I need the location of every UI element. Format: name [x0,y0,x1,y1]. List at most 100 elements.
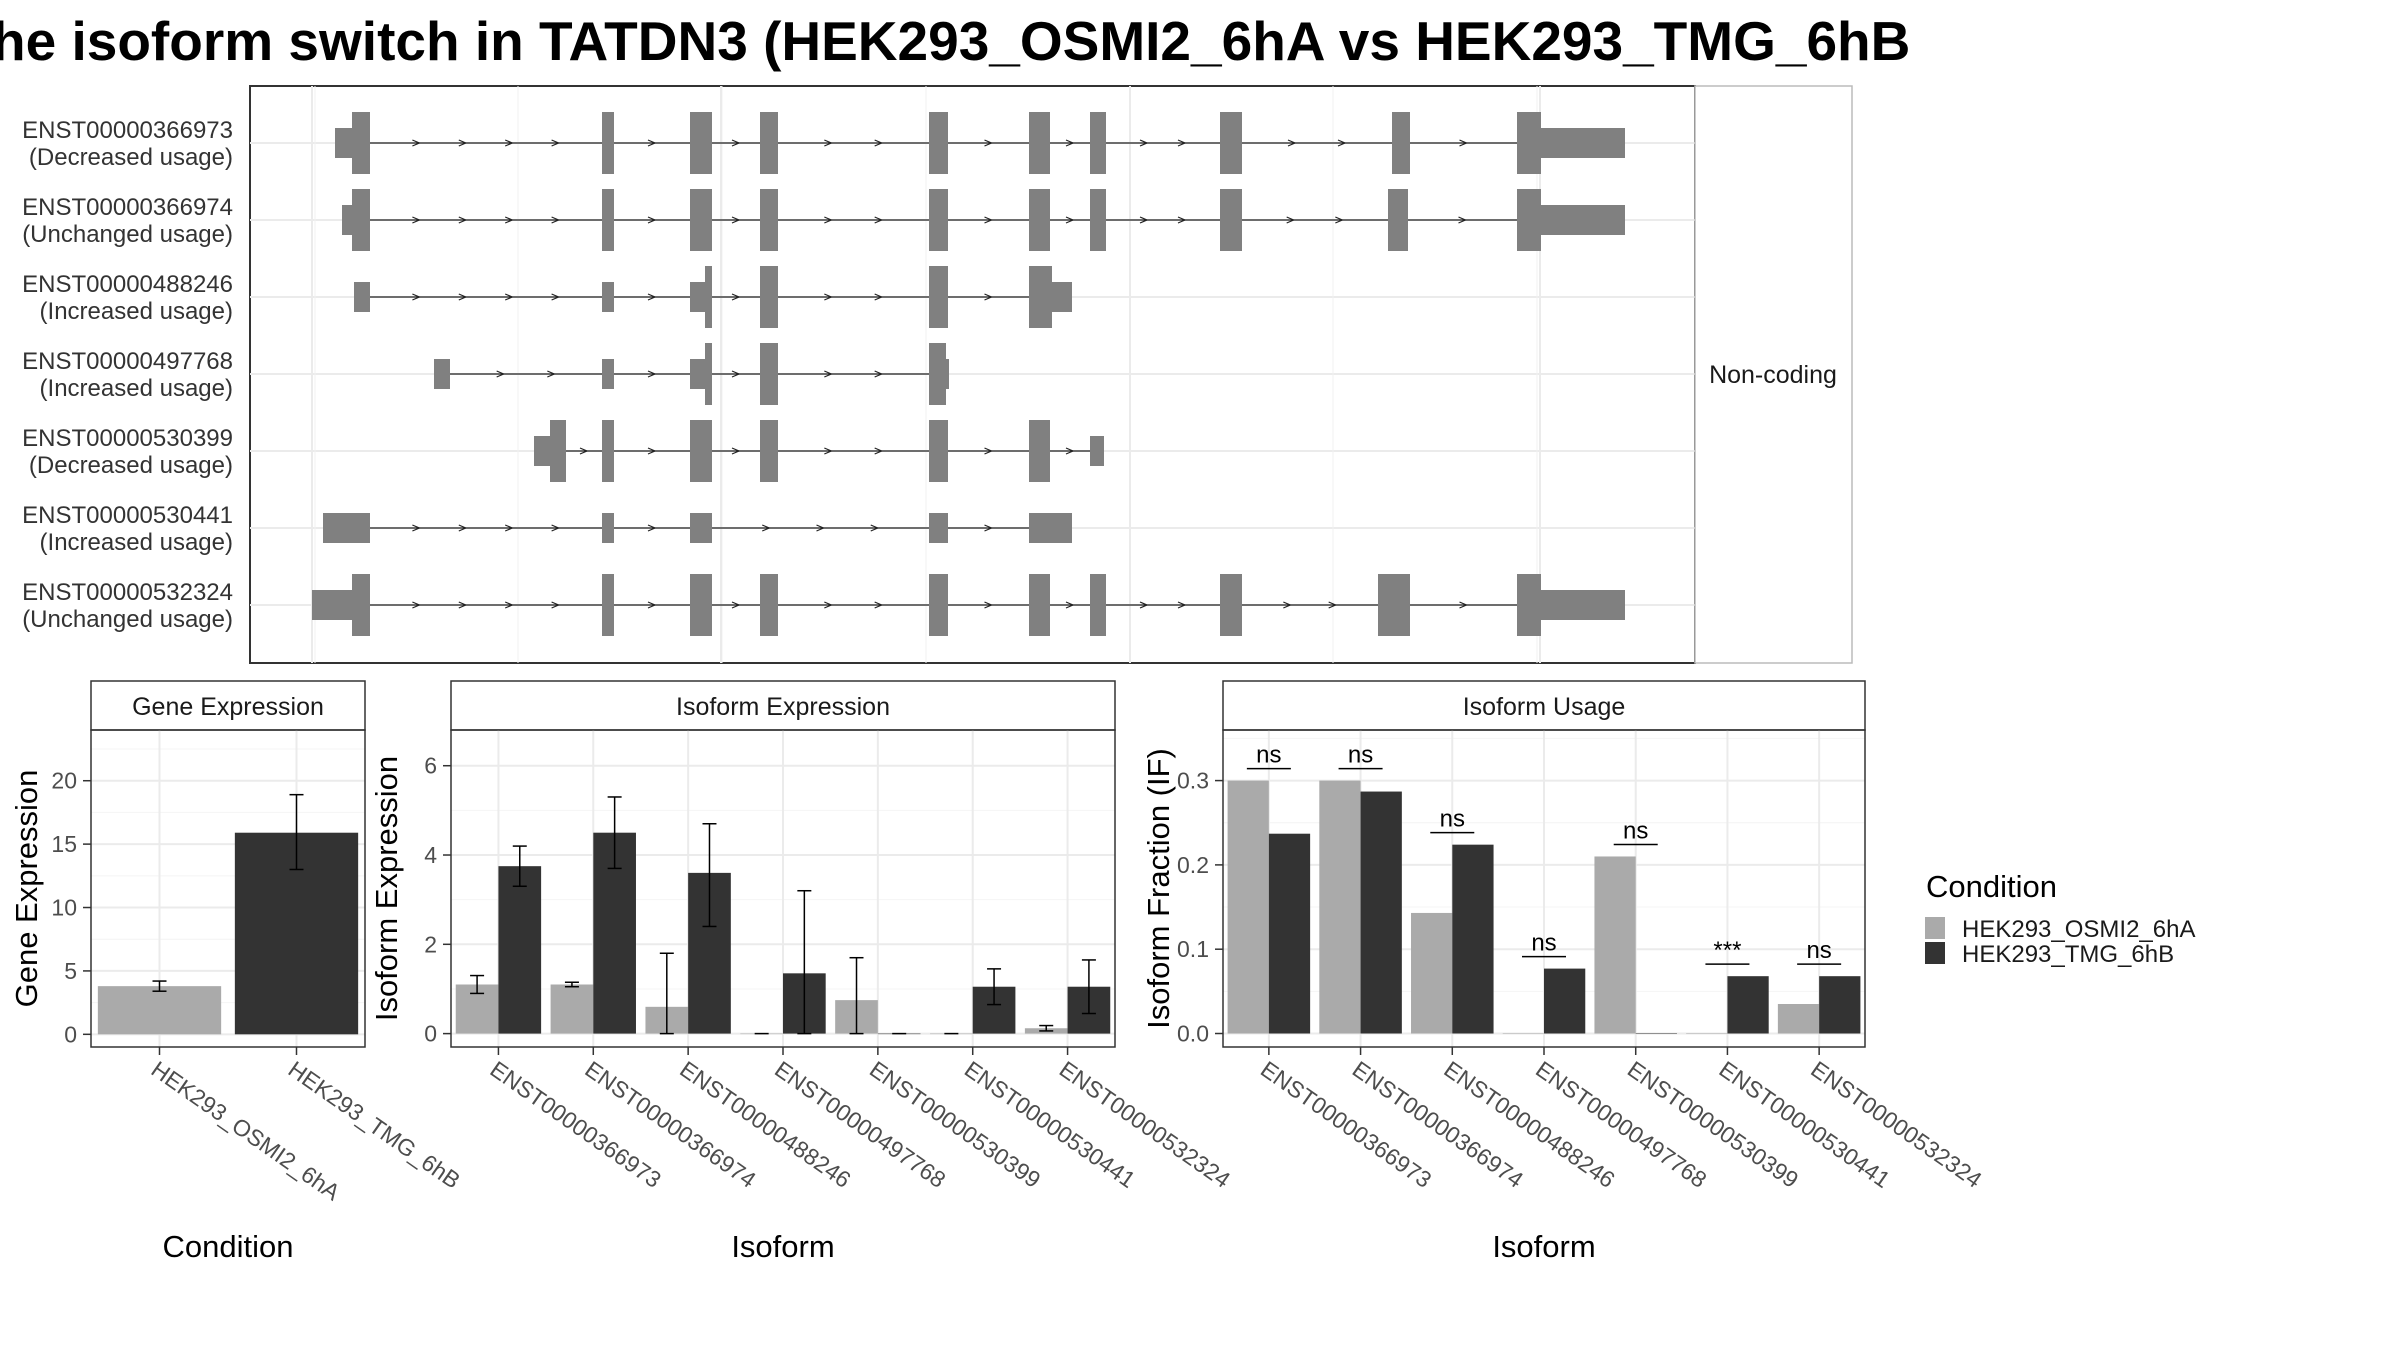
exon-coding [705,343,712,405]
intron-arrow [647,370,657,378]
x-tick-label: ENST00000530441 [960,1056,1140,1193]
y-axis-title: Gene Expression [9,770,44,1008]
transcript-labels: ENST00000366973(Decreased usage)ENST0000… [22,117,233,633]
exon-coding [602,574,614,636]
x-tick-label: ENST00000366974 [1348,1056,1529,1193]
x-tick-label: ENST00000532324 [1806,1056,1987,1193]
intron-arrow [816,524,826,532]
intron-arrow [1065,601,1075,609]
x-tick-label: ENST00000532324 [1055,1056,1236,1193]
transcript-ENST00000366974 [342,189,1625,251]
transcript-ENST00000497768 [434,343,949,405]
bar-ENST00000488246-condition-a [1411,912,1453,1034]
bar-ENST00000497768-condition-b [1544,968,1586,1034]
intron-arrow [458,139,468,147]
exon-utr [335,128,352,158]
intron-arrow [874,139,884,147]
transcript-usage-label: (Unchanged usage) [22,606,233,633]
strip-label-non-coding: Non-coding [1709,361,1837,389]
intron-arrow [824,216,833,224]
bar-ENST00000366973-condition-a [1227,780,1269,1034]
exon-coding [1517,112,1541,174]
exon-coding [929,343,946,405]
intron-arrow [731,370,741,378]
exon-utr [690,359,705,389]
intron-arrow [647,601,657,609]
intron-arrow [1335,216,1344,224]
exon-coding [1517,574,1541,636]
exon-coding [929,574,948,636]
exon-utr [354,282,370,312]
y-tick-label: 0.1 [1177,936,1209,962]
x-tick-label: ENST00000488246 [675,1056,855,1193]
x-tick-label: ENST00000497768 [1531,1056,1711,1193]
intron-arrow [496,370,506,378]
exon-utr [602,359,614,389]
bar-ENST00000366973-condition-b [1268,833,1311,1034]
intron-arrow [762,524,771,532]
exon-coding [690,189,712,251]
bar-ENST00000497768-condition-a [1502,1033,1544,1035]
exon-utr [312,590,352,620]
transcript-usage-label: (Increased usage) [40,529,233,556]
exon-utr [1090,436,1104,466]
y-tick-label: 4 [424,842,437,868]
y-tick-label: 0.3 [1177,768,1209,794]
intron-arrow [504,601,514,609]
exon-utr [946,359,949,389]
exon-coding [1220,574,1242,636]
exon-utr [1541,590,1625,620]
exon-utr [929,513,948,543]
legend-label-condition-a: HEK293_OSMI2_6hA [1962,916,2195,943]
intron-arrow [984,447,994,455]
panel-strip-title: Isoform Expression [676,693,890,721]
intron-arrow [874,293,884,301]
intron-arrow [458,601,468,609]
intron-arrow [824,370,833,378]
intron-arrow [824,139,833,147]
exon-coding [1090,189,1106,251]
legend-swatch-condition-a [1925,917,1945,939]
intron-arrow [731,216,741,224]
exon-coding [352,189,370,251]
exon-coding [1029,574,1050,636]
exon-coding [760,112,778,174]
intron-arrow [874,216,884,224]
intron-arrow [874,447,884,455]
intron-arrow [551,601,561,609]
bar-ENST00000366974-condition-b [1360,791,1402,1034]
intron-arrow [458,524,468,532]
intron-arrow [870,524,880,532]
bar-HEK293_OSMI2_6hA [97,986,222,1035]
intron-arrow [1458,216,1468,224]
exon-coding [352,574,370,636]
legend: Condition HEK293_OSMI2_6hA HEK293_TMG_6h… [1925,869,2195,968]
intron-arrow [504,293,514,301]
y-tick-label: 0 [424,1021,437,1047]
transcript-rows [312,112,1625,636]
transcript-usage-label: (Increased usage) [40,298,233,325]
panel-strip [450,680,1116,731]
intron-arrow [647,293,657,301]
intron-arrow [551,216,561,224]
exon-coding [1378,574,1410,636]
intron-arrow [824,447,833,455]
intron-arrow [824,601,833,609]
intron-arrow [1065,139,1075,147]
y-tick-label: 6 [424,753,437,779]
exon-coding [929,189,948,251]
x-tick-label: ENST00000497768 [770,1056,950,1193]
bar-ENST00000530399-condition-b [1635,1033,1677,1035]
y-axis-title: Isoform Expression [369,756,404,1021]
bar-ENST00000530441-condition-b [1727,976,1769,1034]
transcript-id-label: ENST00000530441 [22,502,233,529]
intron-arrow [984,524,994,532]
exon-coding [1392,112,1410,174]
intron-arrow [824,293,833,301]
x-tick-label: ENST00000530399 [865,1056,1045,1193]
strip-non-coding [1694,85,1853,664]
exon-utr [1052,282,1072,312]
intron-arrow [1177,216,1187,224]
intron-arrow [1286,216,1296,224]
intron-arrow [412,601,421,609]
